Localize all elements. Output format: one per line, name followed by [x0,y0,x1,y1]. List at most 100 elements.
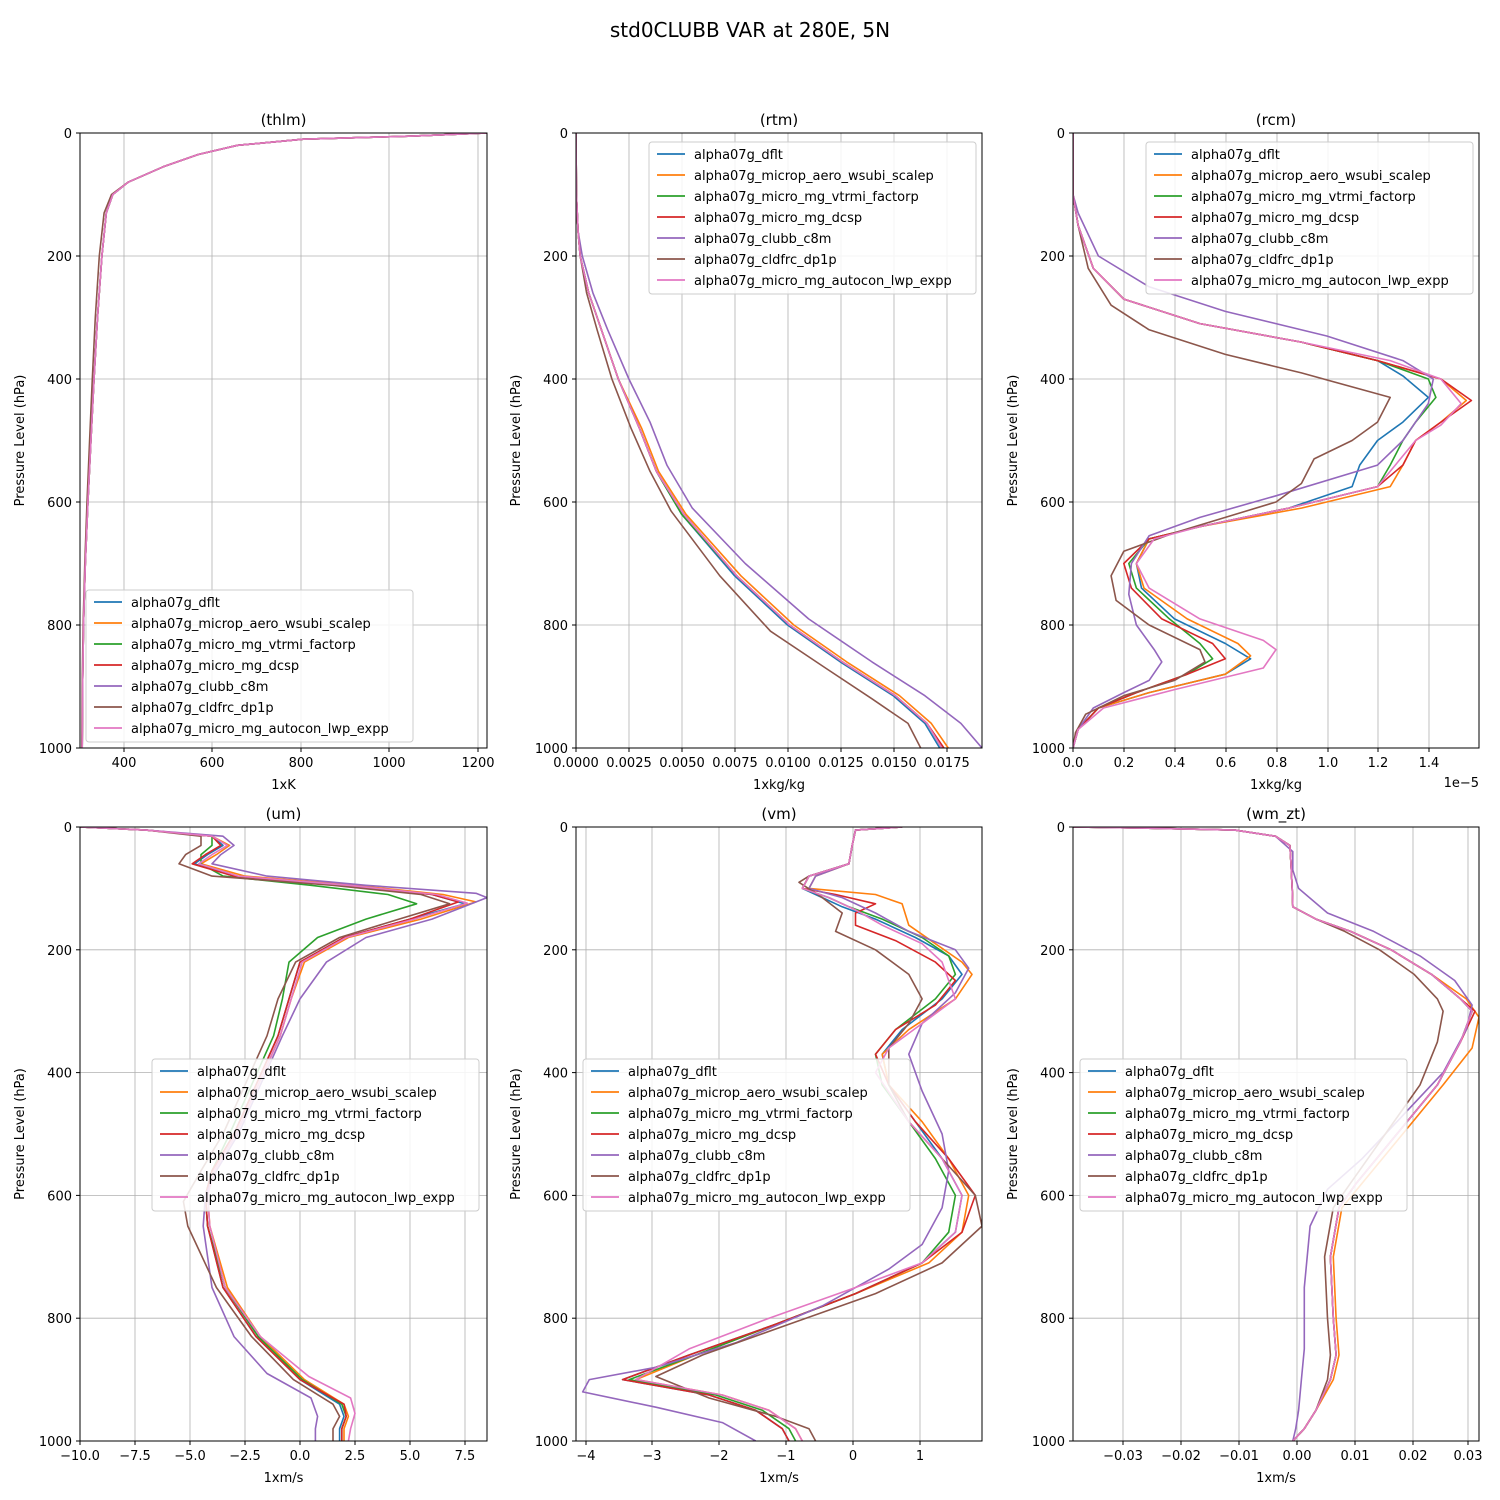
legend-entry: alpha07g_micro_mg_vtrmi_factorp [694,190,919,205]
series-line-5 [1073,133,1391,748]
y-tick-label: 1000 [1032,1435,1065,1450]
x-tick-label: 0.0175 [924,756,970,771]
y-tick-label: 1000 [535,1435,568,1450]
x-tick-label: 0.4 [1165,756,1186,771]
y-tick-label: 1000 [39,742,72,757]
legend-entry: alpha07g_micro_mg_dcsp [1191,211,1359,226]
x-tick-label: 0.8 [1267,756,1288,771]
y-tick-label: 0 [1057,127,1065,142]
legend-entry: alpha07g_micro_mg_autocon_lwp_expp [628,1191,886,1206]
x-tick-label: 0.2 [1114,756,1135,771]
x-tick-label: 0.0100 [765,756,811,771]
panel-5: 0 200 400 600 800 1000 −0.03 −0.02 −0.01 0.00 0.01… [1006,805,1482,1486]
legend-entry: alpha07g_micro_mg_autocon_lwp_expp [131,722,389,737]
legend: alpha07g_dflt alpha07g_microp_aero_wsubi_… [648,141,977,295]
x-tick-label: 1.4 [1419,756,1440,771]
legend-entry: alpha07g_micro_mg_vtrmi_factorp [131,638,356,653]
x-tick-label: −0.01 [1219,1449,1259,1464]
legend-entry: alpha07g_clubb_c8m [694,232,831,247]
panel-title: (um) [266,805,302,823]
y-axis-label: Pressure Level (hPa) [1006,1068,1021,1200]
legend-entry: alpha07g_dflt [131,596,220,611]
legend: alpha07g_dflt alpha07g_microp_aero_wsubi_… [1079,1058,1408,1212]
x-tick-label: −7.5 [119,1449,151,1464]
x-tick-label: −2 [709,1449,728,1464]
legend-entry: alpha07g_micro_mg_dcsp [131,659,299,674]
y-axis-label: Pressure Level (hPa) [13,1068,28,1200]
legend-box [1079,1058,1408,1212]
legend-entry: alpha07g_cldfrc_dp1p [1191,253,1334,268]
y-tick-label: 600 [47,496,72,511]
legend-box [1145,141,1474,295]
x-tick-label: 1.0 [1318,756,1339,771]
y-tick-label: 600 [1040,496,1065,511]
y-tick-label: 1000 [1032,742,1065,757]
x-tick-label: −0.03 [1103,1449,1143,1464]
y-tick-label: 800 [543,619,568,634]
panel-4: 0 200 400 600 800 1000 −4 −3 −2 −1 0 1 (vm) 1xm/s Pres… [509,805,983,1486]
x-tick-label: 0.0150 [871,756,917,771]
y-tick-label: 600 [543,1189,568,1204]
y-tick-label: 0 [64,821,72,836]
legend-entry: alpha07g_dflt [1125,1065,1214,1080]
legend-box [85,589,414,743]
legend: alpha07g_dflt alpha07g_microp_aero_wsubi_… [85,589,414,743]
x-tick-label: 0 [849,1449,857,1464]
legend-entry: alpha07g_clubb_c8m [628,1149,765,1164]
legend-entry: alpha07g_micro_mg_dcsp [1125,1128,1293,1143]
legend-entry: alpha07g_cldfrc_dp1p [628,1170,771,1185]
legend-entry: alpha07g_microp_aero_wsubi_scalep [131,617,371,632]
y-tick-label: 200 [1040,944,1065,959]
legend-entry: alpha07g_clubb_c8m [1125,1149,1262,1164]
legend-entry: alpha07g_microp_aero_wsubi_scalep [1125,1086,1365,1101]
x-tick-label: −2.5 [229,1449,261,1464]
y-tick-label: 800 [47,1312,72,1327]
y-axis-label: Pressure Level (hPa) [13,375,28,507]
x-tick-label: 0.0075 [712,756,758,771]
legend-entry: alpha07g_dflt [1191,148,1280,163]
legend: alpha07g_dflt alpha07g_microp_aero_wsubi_… [582,1058,911,1212]
y-tick-label: 1000 [39,1435,72,1450]
legend-entry: alpha07g_dflt [197,1065,286,1080]
x-axis-label: 1xkg/kg [753,778,805,793]
legend-entry: alpha07g_micro_mg_dcsp [197,1128,365,1143]
x-tick-label: −10.0 [60,1449,100,1464]
y-tick-label: 0 [64,127,72,142]
legend-entry: alpha07g_micro_mg_vtrmi_factorp [1191,190,1416,205]
legend-entry: alpha07g_micro_mg_autocon_lwp_expp [197,1191,455,1206]
x-tick-label: 0.0050 [659,756,705,771]
legend-entry: alpha07g_dflt [628,1065,717,1080]
legend-entry: alpha07g_micro_mg_dcsp [628,1128,796,1143]
x-axis-label: 1xK [271,778,296,793]
series-line-6 [1073,133,1462,748]
legend-entry: alpha07g_micro_mg_vtrmi_factorp [1125,1107,1350,1122]
series-line-6 [576,133,943,748]
legend-box [151,1058,480,1212]
axes-frame [1072,132,1480,749]
axes-frame [575,132,983,749]
legend-entry: alpha07g_micro_mg_autocon_lwp_expp [694,274,952,289]
y-tick-label: 800 [47,619,72,634]
x-tick-label: 800 [289,756,314,771]
legend: alpha07g_dflt alpha07g_microp_aero_wsubi_… [1145,141,1474,295]
x-tick-label: −5.0 [174,1449,206,1464]
x-tick-label: −0.02 [1161,1449,1201,1464]
y-tick-label: 200 [543,944,568,959]
x-tick-label: 0.0025 [606,756,652,771]
y-tick-label: 800 [543,1312,568,1327]
panel-title: (rtm) [760,111,798,129]
x-tick-label: 0.01 [1341,1449,1370,1464]
y-tick-label: 400 [1040,373,1065,388]
x-tick-label: 5.0 [400,1449,421,1464]
legend-entry: alpha07g_cldfrc_dp1p [694,253,837,268]
legend-box [648,141,977,295]
legend-entry: alpha07g_cldfrc_dp1p [1125,1170,1268,1185]
legend-entry: alpha07g_micro_mg_autocon_lwp_expp [1191,274,1449,289]
series-line-6 [635,827,963,1441]
y-tick-label: 800 [1040,1312,1065,1327]
y-tick-label: 200 [543,250,568,265]
legend-entry: alpha07g_clubb_c8m [1191,232,1328,247]
y-tick-label: 400 [543,1067,568,1082]
x-axis-label: 1xm/s [1256,1471,1296,1486]
series-line-6 [80,827,468,1441]
